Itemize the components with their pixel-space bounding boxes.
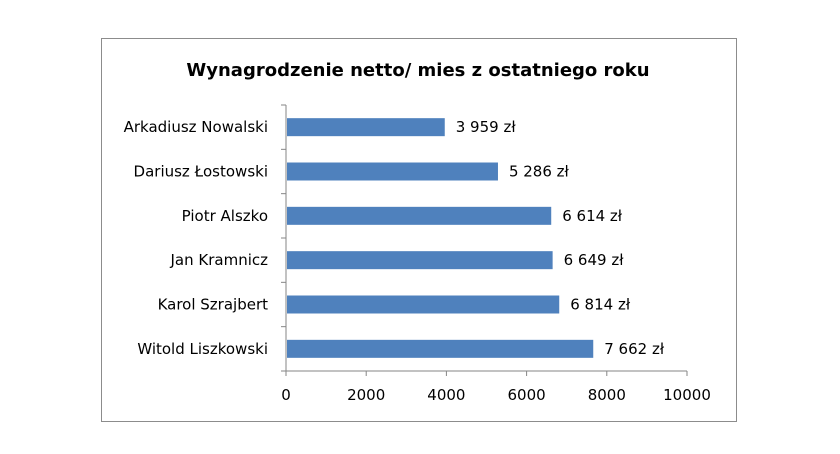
x-tick-label: 6000 [508, 386, 546, 404]
bar [287, 251, 553, 270]
x-tick-label: 2000 [347, 386, 385, 404]
data-label: 5 286 zł [509, 163, 570, 181]
bar [287, 162, 498, 181]
category-label: Arkadiusz Nowalski [124, 118, 268, 136]
data-label: 6 814 zł [570, 296, 631, 314]
data-label: 6 649 zł [564, 251, 625, 269]
x-tick-label: 0 [281, 386, 291, 404]
x-tick-label: 4000 [427, 386, 465, 404]
plot-area: 0 2000 4000 6000 8000 10000 Arkadiusz Nowalski… [124, 104, 711, 404]
data-label: 7 662 zł [604, 340, 665, 358]
bar [287, 118, 445, 137]
chart-title: Wynagrodzenie netto/ mies z ostatniego r… [186, 60, 649, 81]
category-label: Piotr Alszko [182, 207, 268, 225]
category-label: Dariusz Łostowski [134, 163, 268, 181]
data-label: 6 614 zł [562, 207, 623, 225]
bar [287, 206, 552, 225]
bar [287, 295, 560, 314]
x-tick-label: 8000 [588, 386, 626, 404]
category-label: Witold Liszkowski [137, 340, 268, 358]
category-label: Jan Kramnicz [170, 251, 269, 269]
x-tick-label: 10000 [663, 386, 711, 404]
category-label: Karol Szrajbert [158, 296, 269, 314]
chart-frame [101, 38, 737, 422]
bar [287, 339, 594, 358]
data-label: 3 959 zł [456, 118, 517, 136]
